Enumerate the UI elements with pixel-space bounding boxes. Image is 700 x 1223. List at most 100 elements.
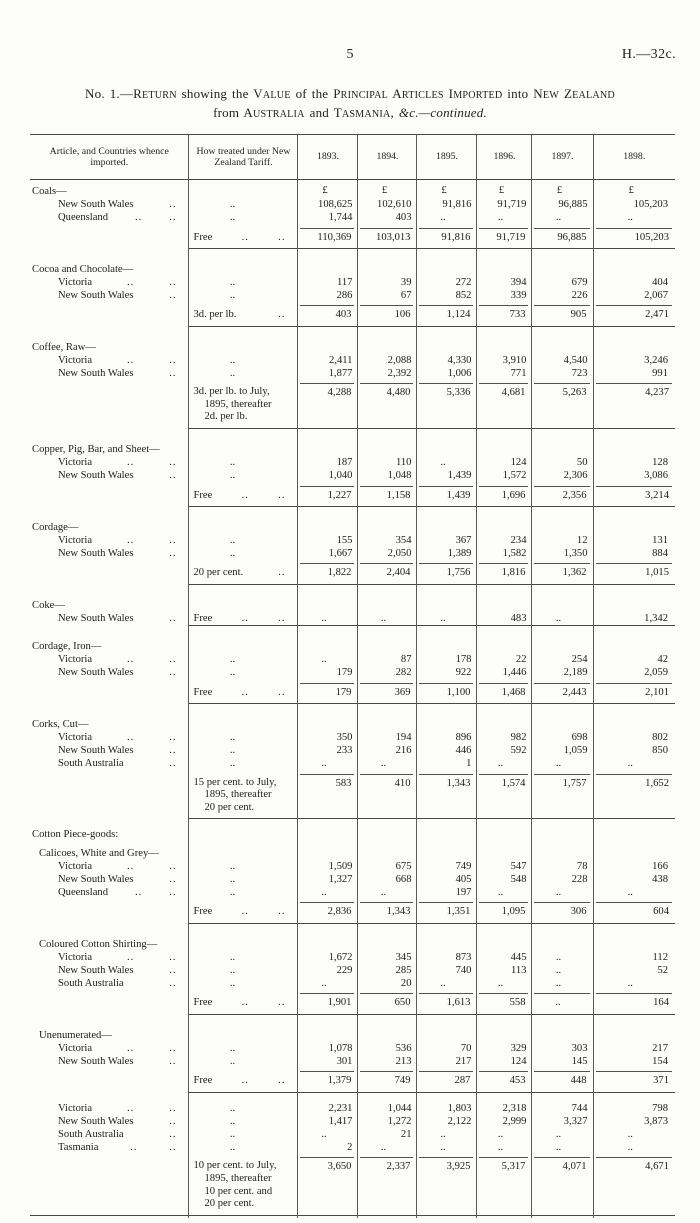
total-value: 2,356 (534, 485, 590, 502)
total-value-cell: 2,101 (592, 679, 675, 704)
separator-cell (188, 247, 298, 258)
total-value-cell: 403 (297, 302, 358, 327)
section-total-row: Free.... 1,379 749 287 453 448 371 (30, 1068, 675, 1092)
total-value-cell: 306 (531, 899, 593, 924)
value-cell: 404 (592, 276, 675, 290)
section-title: Unenumerated— (39, 1029, 112, 1041)
empty-cell (188, 1023, 298, 1042)
section-title-row: Unenumerated— (30, 1023, 675, 1042)
separator-cell (531, 625, 593, 636)
separator-cell (357, 818, 417, 829)
value-cell: 1,417 (297, 1114, 358, 1128)
empty-cell (416, 593, 477, 612)
value-cell: 1,582 (476, 547, 532, 561)
separator-cell (476, 247, 532, 258)
section-title: Cordage— (32, 521, 79, 533)
total-value-cell: 369 (357, 679, 417, 704)
total-tariff-cell: Free.... (188, 990, 298, 1015)
total-value: 4,237 (595, 383, 672, 399)
value-cell: 131 (592, 534, 675, 548)
title-line-2: from AUSTRALIA and TASMANIA, &c.—continu… (0, 105, 700, 124)
total-value-cell: 1,362 (531, 560, 593, 585)
label: Victoria (58, 457, 93, 469)
separator-cell (531, 428, 593, 439)
empty-cell (30, 302, 189, 326)
dot-leader: .. (126, 457, 135, 469)
tariff-cell: .. (188, 1127, 298, 1142)
section-title-row: Cocoa and Chocolate— (30, 257, 675, 277)
value-cell: 884 (592, 547, 675, 561)
total-value: 1,901 (300, 993, 355, 1009)
dot-leader: .. (126, 951, 135, 963)
total-value-cell: 4,671 (592, 1154, 675, 1216)
tariff-cell: .. (188, 547, 298, 561)
separator-cell (592, 922, 675, 933)
label: South Australia (58, 978, 124, 990)
value-cell: .. (531, 211, 593, 225)
empty-cell (476, 257, 532, 277)
column-header-1895: 1895. (416, 134, 477, 180)
section-separator (30, 325, 675, 336)
value-cell: 213 (357, 1055, 417, 1069)
value-cell: 1,272 (357, 1114, 417, 1128)
total-value-cell: 2,404 (357, 560, 417, 585)
section-total-row: Free.... 179 369 1,100 1,468 2,443 2,101 (30, 679, 675, 704)
value-cell: 698 (531, 731, 593, 745)
value-cell: 1,672 (297, 950, 358, 965)
separator-cell (30, 626, 189, 636)
separator-cell (592, 583, 675, 594)
empty-cell (357, 438, 417, 457)
total-value: 371 (595, 1071, 672, 1087)
total-value: 4,681 (479, 383, 529, 399)
article-cell: South Australia.. (30, 757, 189, 770)
total-value: 369 (360, 682, 414, 699)
tariff-cell: .. (188, 977, 298, 991)
total-value-cell: 749 (357, 1068, 417, 1092)
total-value: .. (534, 993, 590, 1009)
value-cell: 87 (357, 653, 417, 667)
empty-cell (188, 712, 298, 732)
separator-cell (188, 1214, 298, 1218)
tariff-cell: .. (188, 534, 298, 548)
value-cell: 547 (476, 859, 532, 874)
empty-cell (416, 828, 477, 842)
value-cell: 194 (357, 731, 417, 745)
total-value: 583 (300, 773, 355, 790)
separator-cell (30, 248, 189, 258)
dot-leader: .. (278, 1075, 286, 1087)
article-cell: New South Wales.. (30, 198, 189, 211)
total-value-cell: 3,925 (416, 1154, 477, 1216)
tariff-description: 10 per cent. to July, 1895, thereafter 1… (193, 1160, 277, 1210)
value-cell: 1,006 (416, 367, 477, 381)
total-value-cell: 905 (531, 302, 593, 327)
value-cell: 3,910 (476, 353, 532, 368)
empty-cell (416, 635, 477, 654)
separator-cell (592, 505, 675, 516)
total-value-cell: 4,681 (476, 380, 532, 429)
label: South Australia (58, 1128, 124, 1140)
total-value: 403 (300, 305, 355, 321)
empty-cell (30, 990, 189, 1014)
separator-cell (476, 1091, 532, 1102)
section-title-row: Corks, Cut— (30, 712, 675, 732)
label: Free (193, 686, 213, 698)
table-row: New South Wales.... 1,877 2,392 1,006 771 723… (30, 367, 675, 381)
total-value-cell: 96,885 (531, 224, 593, 249)
value-cell: 1,048 (357, 469, 417, 483)
empty-cell (30, 1068, 189, 1092)
total-value: 106 (360, 305, 414, 321)
empty-cell (357, 932, 417, 951)
empty-cell (476, 932, 532, 951)
dot-leader: .. (134, 887, 143, 899)
empty-cell (531, 593, 593, 612)
dot-leader: .. (278, 489, 286, 501)
total-value: 1,468 (479, 682, 529, 699)
empty-cell (30, 225, 189, 249)
value-cell: 272 (416, 276, 477, 290)
tariff-cell: .. (188, 1141, 298, 1155)
value-cell: 4,330 (416, 353, 477, 368)
tariff-cell: .. (188, 1055, 298, 1069)
value-cell: .. (416, 977, 477, 991)
empty-cell (297, 438, 358, 457)
label: Victoria (58, 654, 93, 666)
